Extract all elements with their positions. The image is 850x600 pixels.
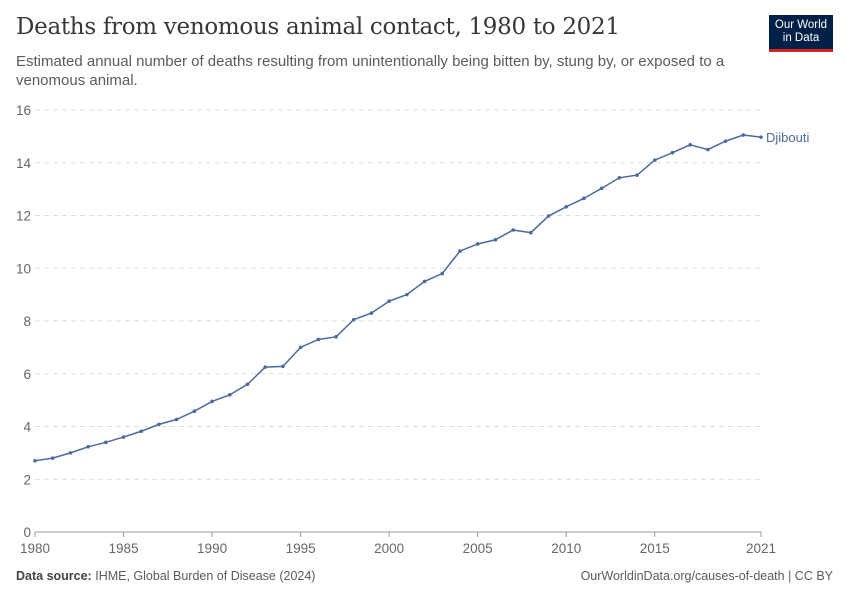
data-point <box>617 175 622 180</box>
data-point <box>68 451 73 455</box>
y-tick-label: 2 <box>23 472 31 487</box>
data-point <box>688 143 692 147</box>
data-point <box>298 345 303 350</box>
data-point <box>33 458 37 463</box>
data-point <box>334 335 338 339</box>
x-tick-label: 1985 <box>109 541 139 556</box>
data-point <box>635 173 639 177</box>
data-point <box>157 422 161 427</box>
x-tick-label: 2005 <box>463 541 493 556</box>
y-tick-label: 16 <box>16 103 31 118</box>
x-tick-label: 1995 <box>286 541 316 556</box>
x-tick-label: 1980 <box>20 541 50 556</box>
x-tick-label: 2010 <box>551 541 581 556</box>
x-tick-label: 1990 <box>197 541 227 556</box>
data-point <box>599 186 604 191</box>
data-point <box>50 456 55 460</box>
data-point <box>723 139 728 143</box>
series-label: Djibouti <box>766 130 809 145</box>
data-point <box>316 337 321 342</box>
data-point <box>759 135 763 139</box>
series-line <box>34 134 762 462</box>
data-point <box>121 435 126 439</box>
data-point <box>227 393 232 397</box>
data-point <box>369 311 374 315</box>
x-tick-label: 2000 <box>374 541 404 556</box>
data-source: Data source: IHME, Global Burden of Dise… <box>16 569 316 583</box>
data-point <box>263 365 267 369</box>
data-point <box>405 292 409 297</box>
data-point <box>458 249 462 253</box>
data-point <box>652 158 657 162</box>
y-tick-label: 10 <box>16 261 31 276</box>
y-tick-label: 8 <box>23 314 31 329</box>
y-tick-label: 0 <box>23 525 31 540</box>
x-tick-label: 2021 <box>746 541 776 556</box>
data-point <box>706 147 710 152</box>
data-point <box>475 242 480 246</box>
y-tick-label: 14 <box>16 156 32 171</box>
owid-logo[interactable]: Our World in Data <box>769 15 833 52</box>
chart-title: Deaths from venomous animal contact, 198… <box>16 14 620 40</box>
data-point <box>493 237 498 242</box>
data-point <box>174 417 179 422</box>
data-point <box>422 279 427 284</box>
data-point <box>192 409 197 414</box>
data-point <box>564 204 569 209</box>
data-point <box>245 382 250 387</box>
y-tick-label: 12 <box>16 209 31 224</box>
data-point <box>546 214 551 218</box>
chart-subtitle: Estimated annual number of deaths result… <box>16 53 725 89</box>
data-point <box>281 364 285 369</box>
data-point <box>529 230 533 235</box>
data-point <box>104 440 108 445</box>
y-tick-label: 4 <box>23 420 31 435</box>
data-point <box>210 399 214 404</box>
data-point <box>741 133 746 137</box>
footer-url[interactable]: OurWorldinData.org/causes-of-death | CC … <box>580 569 833 583</box>
data-point <box>86 445 90 449</box>
data-point <box>582 196 586 201</box>
data-point <box>351 317 356 322</box>
x-tick-label: 2015 <box>640 541 670 556</box>
data-point <box>670 150 675 155</box>
data-point <box>139 429 144 434</box>
data-point <box>511 228 515 232</box>
y-tick-label: 6 <box>23 367 31 382</box>
data-point <box>440 271 445 276</box>
data-point <box>387 299 391 304</box>
